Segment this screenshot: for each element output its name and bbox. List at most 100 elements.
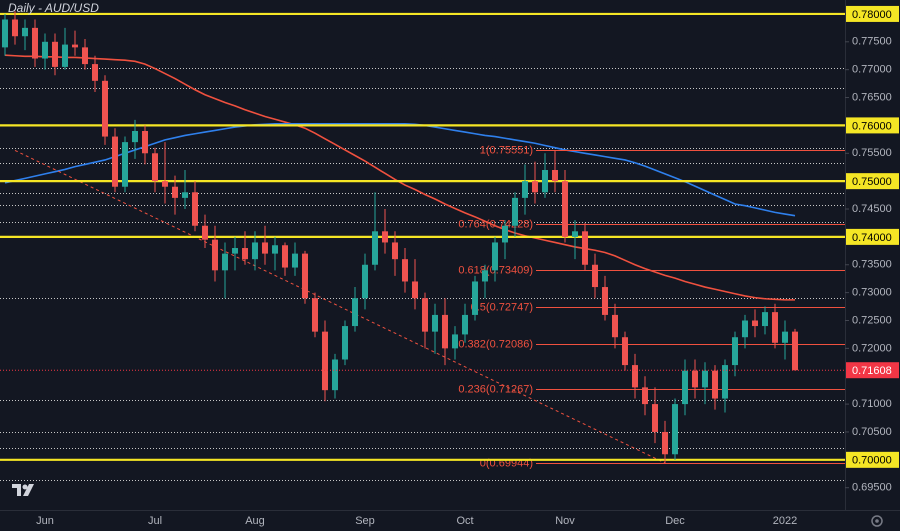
moving-average: [4, 122, 796, 217]
candle-body: [222, 253, 228, 271]
candle-body: [112, 136, 118, 187]
candle-body: [482, 270, 488, 282]
candle-body: [562, 181, 568, 237]
x-tick-label: Jun: [36, 515, 54, 527]
plot: 0.77500 0.77000 0.76500 0.75500 0.74500 0.735…: [0, 11, 892, 494]
price-tag-label: 0.78000: [852, 9, 892, 21]
y-tick-label: 0.71000: [852, 398, 892, 410]
y-tick-label: 0.72500: [852, 314, 892, 326]
candle-body: [762, 312, 768, 327]
candle-body: [32, 27, 38, 59]
candle-body: [92, 64, 98, 81]
candle-body: [302, 253, 308, 299]
gear-ring: [871, 515, 883, 527]
fib-label: 1(0.75551): [480, 144, 533, 156]
y-tick-label: 0.77500: [852, 36, 892, 48]
candle-body: [362, 264, 368, 299]
candle-body: [702, 370, 708, 388]
candle-body: [312, 298, 318, 332]
candle-body: [332, 359, 338, 391]
candle-body: [142, 130, 148, 154]
candle-body: [512, 197, 518, 226]
price-tag: [846, 228, 899, 245]
candle-body: [82, 47, 88, 65]
candle-body: [262, 242, 268, 254]
candle-body: [42, 41, 48, 59]
candle-body: [402, 259, 408, 282]
candle-body: [742, 320, 748, 338]
candle-body: [782, 331, 788, 343]
candle-body: [122, 142, 128, 187]
candle-body: [432, 314, 438, 332]
candle-body: [12, 19, 18, 37]
fib-label: 0.5(0.72747): [471, 301, 533, 313]
price-tag: [846, 5, 899, 22]
candle-body: [72, 44, 78, 48]
candle-body: [252, 242, 258, 260]
candle-body: [452, 334, 458, 349]
candle-body: [322, 331, 328, 391]
candle-body: [772, 312, 778, 343]
y-tick-label: 0.72000: [852, 342, 892, 354]
candle-body: [552, 170, 558, 182]
x-tick-label: 2022: [773, 515, 797, 527]
candle-body: [732, 337, 738, 366]
fib-label: 0.618(0.73409): [458, 264, 533, 276]
settings-gear[interactable]: [871, 515, 883, 527]
x-tick-label: Aug: [245, 515, 265, 527]
y-tick-label: 0.73500: [852, 259, 892, 271]
candle-body: [132, 130, 138, 143]
candle-body: [472, 281, 478, 315]
moving-average: [4, 54, 795, 301]
candle-body: [162, 181, 168, 187]
candle-body: [752, 320, 758, 327]
candle-body: [282, 245, 288, 268]
candle-body: [692, 370, 698, 388]
candle-body: [272, 245, 278, 254]
y-tick-label: 0.74500: [852, 203, 892, 215]
gear-hub: [875, 519, 879, 523]
price-tag-label: 0.71608: [852, 365, 892, 377]
candle-body: [522, 181, 528, 198]
candle-body: [492, 242, 498, 271]
logo-shape: [12, 484, 34, 496]
candle-body: [2, 19, 8, 48]
candle-body: [342, 326, 348, 360]
candle-body: [722, 365, 728, 399]
fib-label: 0.764(0.74228): [458, 218, 533, 230]
candle-body: [602, 287, 608, 315]
candle-body: [462, 314, 468, 335]
candle-body: [412, 281, 418, 299]
y-tick-label: 0.69500: [852, 482, 892, 494]
candle-body: [182, 192, 188, 198]
candle-body: [172, 186, 178, 198]
y-tick-label: 0.73000: [852, 287, 892, 299]
candle-body: [442, 314, 448, 349]
candle-body: [682, 370, 688, 405]
candle-body: [592, 264, 598, 288]
x-tick-label: Oct: [456, 515, 473, 527]
candle-body: [372, 231, 378, 265]
candle-body: [352, 298, 358, 327]
candle-body: [582, 231, 588, 265]
price-tag: [846, 362, 899, 379]
candle-body: [712, 370, 718, 399]
candle-body: [502, 225, 508, 243]
x-tick-label: Nov: [555, 515, 575, 527]
logo-dot: [22, 484, 28, 490]
candle-body: [532, 181, 538, 193]
price-tag: [846, 451, 899, 468]
chart-title: Daily - AUD/USD: [8, 1, 99, 15]
y-tick-label: 0.70500: [852, 426, 892, 438]
candle-body: [62, 44, 68, 67]
price-tag-label: 0.74000: [852, 232, 892, 244]
candle-body: [632, 365, 638, 388]
candle-body: [642, 387, 648, 405]
tv-logo[interactable]: [12, 484, 34, 496]
candle-body: [232, 248, 238, 254]
candle-body: [292, 253, 298, 268]
candle-body: [422, 298, 428, 332]
price-tag: [846, 117, 899, 134]
price-tag: [846, 173, 899, 190]
